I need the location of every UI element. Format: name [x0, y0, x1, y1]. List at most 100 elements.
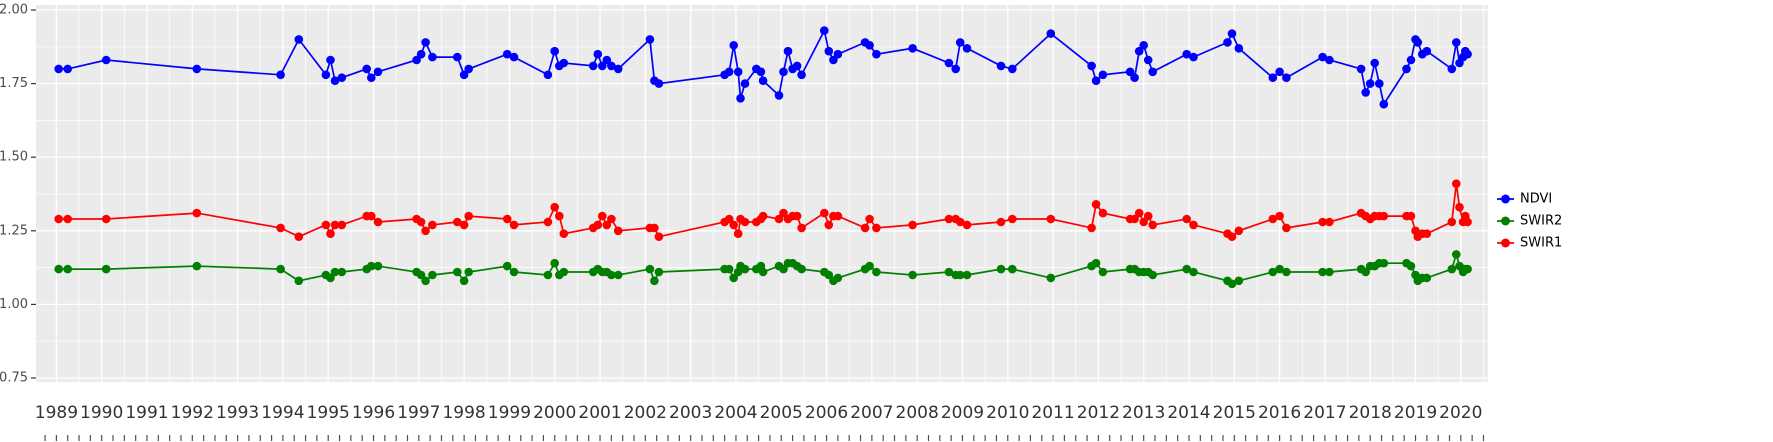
data-point-swir2: [543, 270, 553, 280]
data-point-ndvi: [1148, 67, 1157, 77]
data-point-ndvi: [373, 67, 383, 77]
data-point-ndvi: [1223, 38, 1232, 47]
data-point-swir1: [613, 226, 623, 236]
x-tick-label: 1995: [307, 403, 350, 423]
data-point-ndvi: [1189, 52, 1198, 62]
data-point-swir2: [872, 267, 881, 277]
data-point-swir2: [779, 264, 788, 274]
data-point-ndvi: [1402, 64, 1411, 74]
x-tick-label: 1990: [80, 403, 123, 423]
data-point-ndvi: [756, 67, 766, 77]
legend-key-point: [1501, 238, 1510, 248]
data-point-swir1: [824, 220, 834, 230]
data-point-swir1: [797, 223, 806, 233]
data-point-ndvi: [1463, 49, 1472, 59]
data-point-swir1: [101, 214, 111, 224]
x-tick-label: 2005: [760, 403, 803, 423]
data-point-ndvi: [1379, 99, 1389, 109]
legend-item-swir1: SWIR1: [1497, 236, 1562, 251]
data-point-swir1: [944, 214, 954, 224]
data-point-swir1: [593, 220, 603, 230]
legend-label: SWIR1: [1520, 236, 1562, 251]
data-point-ndvi: [63, 64, 72, 74]
data-point-swir1: [774, 214, 784, 224]
data-point-swir2: [367, 261, 376, 271]
y-tick-label: 1.50: [0, 150, 28, 165]
y-tick-label: 1.75: [0, 76, 28, 91]
data-point-swir2: [1275, 264, 1284, 274]
data-point-swir2: [337, 267, 347, 277]
data-point-ndvi: [1125, 67, 1135, 77]
data-point-swir2: [509, 267, 519, 277]
data-point-swir1: [908, 220, 917, 230]
data-point-swir2: [944, 267, 954, 277]
data-point-swir1: [559, 229, 569, 238]
data-point-swir2: [459, 276, 469, 286]
data-point-swir1: [276, 223, 285, 233]
data-point-ndvi: [1282, 73, 1291, 82]
data-point-ndvi: [955, 38, 965, 47]
data-point-swir1: [860, 223, 870, 233]
data-point-swir2: [758, 267, 768, 277]
data-point-swir2: [1452, 250, 1461, 259]
x-tick-label: 2008: [896, 403, 939, 423]
x-tick-label: 2001: [578, 403, 621, 423]
data-point-ndvi: [502, 49, 512, 59]
data-point-swir2: [1282, 267, 1291, 277]
data-point-swir2: [613, 270, 623, 280]
data-point-ndvi: [1134, 46, 1144, 56]
data-point-ndvi: [459, 70, 469, 80]
data-point-swir1: [962, 220, 972, 230]
data-point-ndvi: [645, 35, 655, 44]
x-tick-label: 2017: [1303, 403, 1346, 423]
data-point-swir2: [502, 261, 512, 271]
data-point-swir1: [1008, 214, 1017, 224]
data-point-ndvi: [729, 41, 738, 50]
data-point-swir1: [1463, 217, 1472, 227]
data-point-swir2: [996, 264, 1006, 274]
data-point-swir1: [729, 220, 738, 230]
data-point-swir2: [1234, 276, 1244, 286]
data-point-ndvi: [337, 73, 347, 82]
data-point-ndvi: [733, 67, 743, 77]
data-point-swir2: [724, 264, 734, 274]
data-point-ndvi: [865, 41, 874, 50]
data-point-swir2: [654, 267, 664, 277]
data-point-swir1: [602, 220, 612, 230]
data-point-ndvi: [1182, 49, 1191, 59]
data-point-swir2: [416, 270, 426, 280]
data-point-swir2: [955, 270, 965, 280]
data-point-swir2: [192, 261, 202, 271]
data-point-swir1: [416, 217, 426, 227]
data-point-swir2: [1008, 264, 1017, 274]
data-point-ndvi: [1422, 46, 1432, 56]
data-point-ndvi: [326, 55, 335, 65]
data-point-ndvi: [1447, 64, 1457, 74]
data-point-swir1: [1189, 220, 1198, 230]
data-point-ndvi: [54, 64, 63, 74]
data-point-ndvi: [1087, 61, 1096, 71]
data-point-swir1: [607, 214, 616, 224]
data-point-swir1: [955, 217, 965, 227]
data-point-swir1: [598, 211, 607, 221]
data-point-ndvi: [792, 61, 802, 71]
data-point-swir2: [1268, 267, 1278, 277]
y-tick-label: 2.00: [0, 3, 28, 18]
legend-key-point: [1501, 216, 1510, 226]
data-point-ndvi: [101, 55, 111, 65]
x-tick-label: 2015: [1213, 403, 1256, 423]
x-tick-label: 2000: [533, 403, 576, 423]
data-point-ndvi: [276, 70, 285, 80]
x-tick-label: 1993: [216, 403, 259, 423]
data-point-swir1: [1227, 232, 1237, 241]
data-point-swir1: [820, 208, 829, 218]
x-tick-label: 2016: [1258, 403, 1301, 423]
x-tick-label: 2009: [941, 403, 984, 423]
data-point-swir2: [865, 261, 874, 271]
legend-label: NDVI: [1520, 192, 1552, 207]
data-point-swir1: [1046, 214, 1056, 224]
data-point-ndvi: [908, 44, 917, 53]
data-point-swir1: [1447, 217, 1457, 227]
data-point-swir2: [550, 258, 559, 268]
